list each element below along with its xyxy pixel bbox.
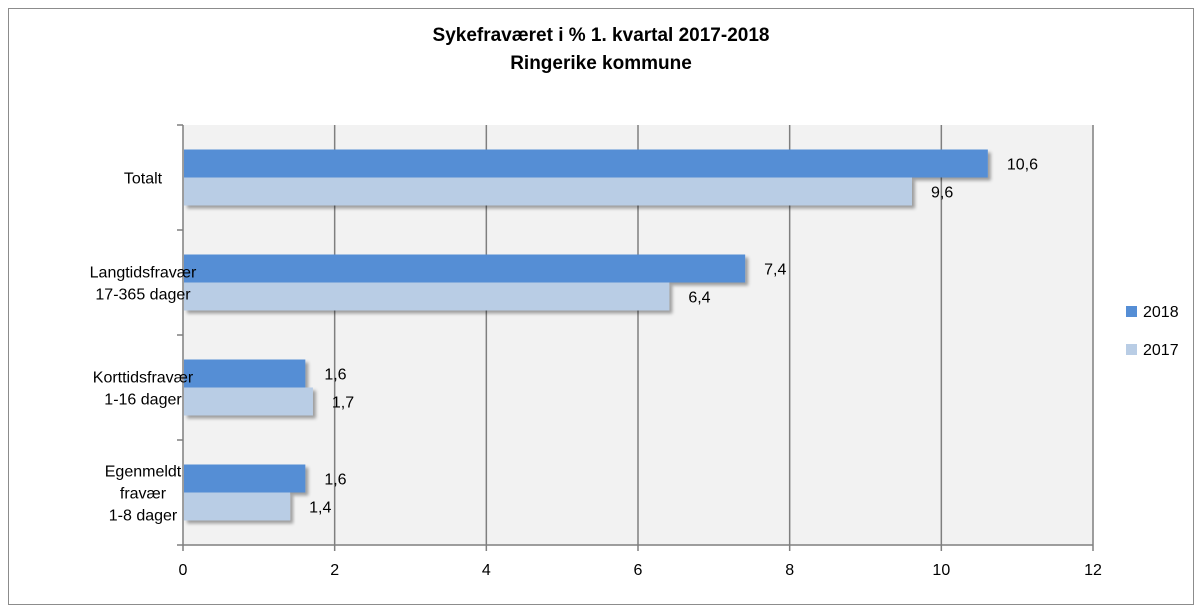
category-label: 1-16 dager xyxy=(104,392,182,409)
chart-subtitle: Ringerike kommune xyxy=(510,53,692,74)
x-tick-label: 12 xyxy=(1084,562,1102,579)
category-label: Langtidsfravær xyxy=(90,265,197,282)
chart-title: Sykefraværet i % 1. kvartal 2017-2018 xyxy=(432,25,770,46)
legend-swatch-2017 xyxy=(1126,344,1137,355)
x-tick-label: 2 xyxy=(330,562,339,579)
data-label: 10,6 xyxy=(1007,157,1038,174)
chart-title-block: Sykefraværet i % 1. kvartal 2017-2018 Ri… xyxy=(0,22,1202,78)
bar-2017 xyxy=(184,492,291,521)
legend-label: 2018 xyxy=(1143,304,1179,321)
x-tick-label: 6 xyxy=(634,562,643,579)
x-tick-label: 10 xyxy=(932,562,950,579)
category-label: fravær xyxy=(120,486,167,503)
category-label: 1-8 dager xyxy=(109,508,178,525)
bar-2017 xyxy=(184,177,912,206)
data-label: 1,7 xyxy=(332,395,354,412)
legend-swatch-2018 xyxy=(1126,306,1137,317)
data-label: 1,6 xyxy=(324,472,346,489)
x-tick-label: 4 xyxy=(482,562,491,579)
bar-2018 xyxy=(184,254,746,283)
data-label: 1,4 xyxy=(309,500,331,517)
category-label: Korttidsfravær xyxy=(93,370,194,387)
bar-2017 xyxy=(184,282,670,311)
data-label: 7,4 xyxy=(764,262,786,279)
category-label: Totalt xyxy=(124,171,163,188)
x-tick-label: 0 xyxy=(179,562,188,579)
category-label: 17-365 dager xyxy=(95,287,191,304)
data-label: 9,6 xyxy=(931,185,953,202)
bar-2017 xyxy=(184,387,313,416)
legend-label: 2017 xyxy=(1143,342,1179,359)
data-label: 6,4 xyxy=(688,290,710,307)
bar-2018 xyxy=(184,359,306,388)
x-tick-label: 8 xyxy=(785,562,794,579)
bar-2018 xyxy=(184,149,988,178)
bar-2018 xyxy=(184,464,306,493)
category-label: Egenmeldt xyxy=(105,464,182,481)
data-label: 1,6 xyxy=(324,367,346,384)
